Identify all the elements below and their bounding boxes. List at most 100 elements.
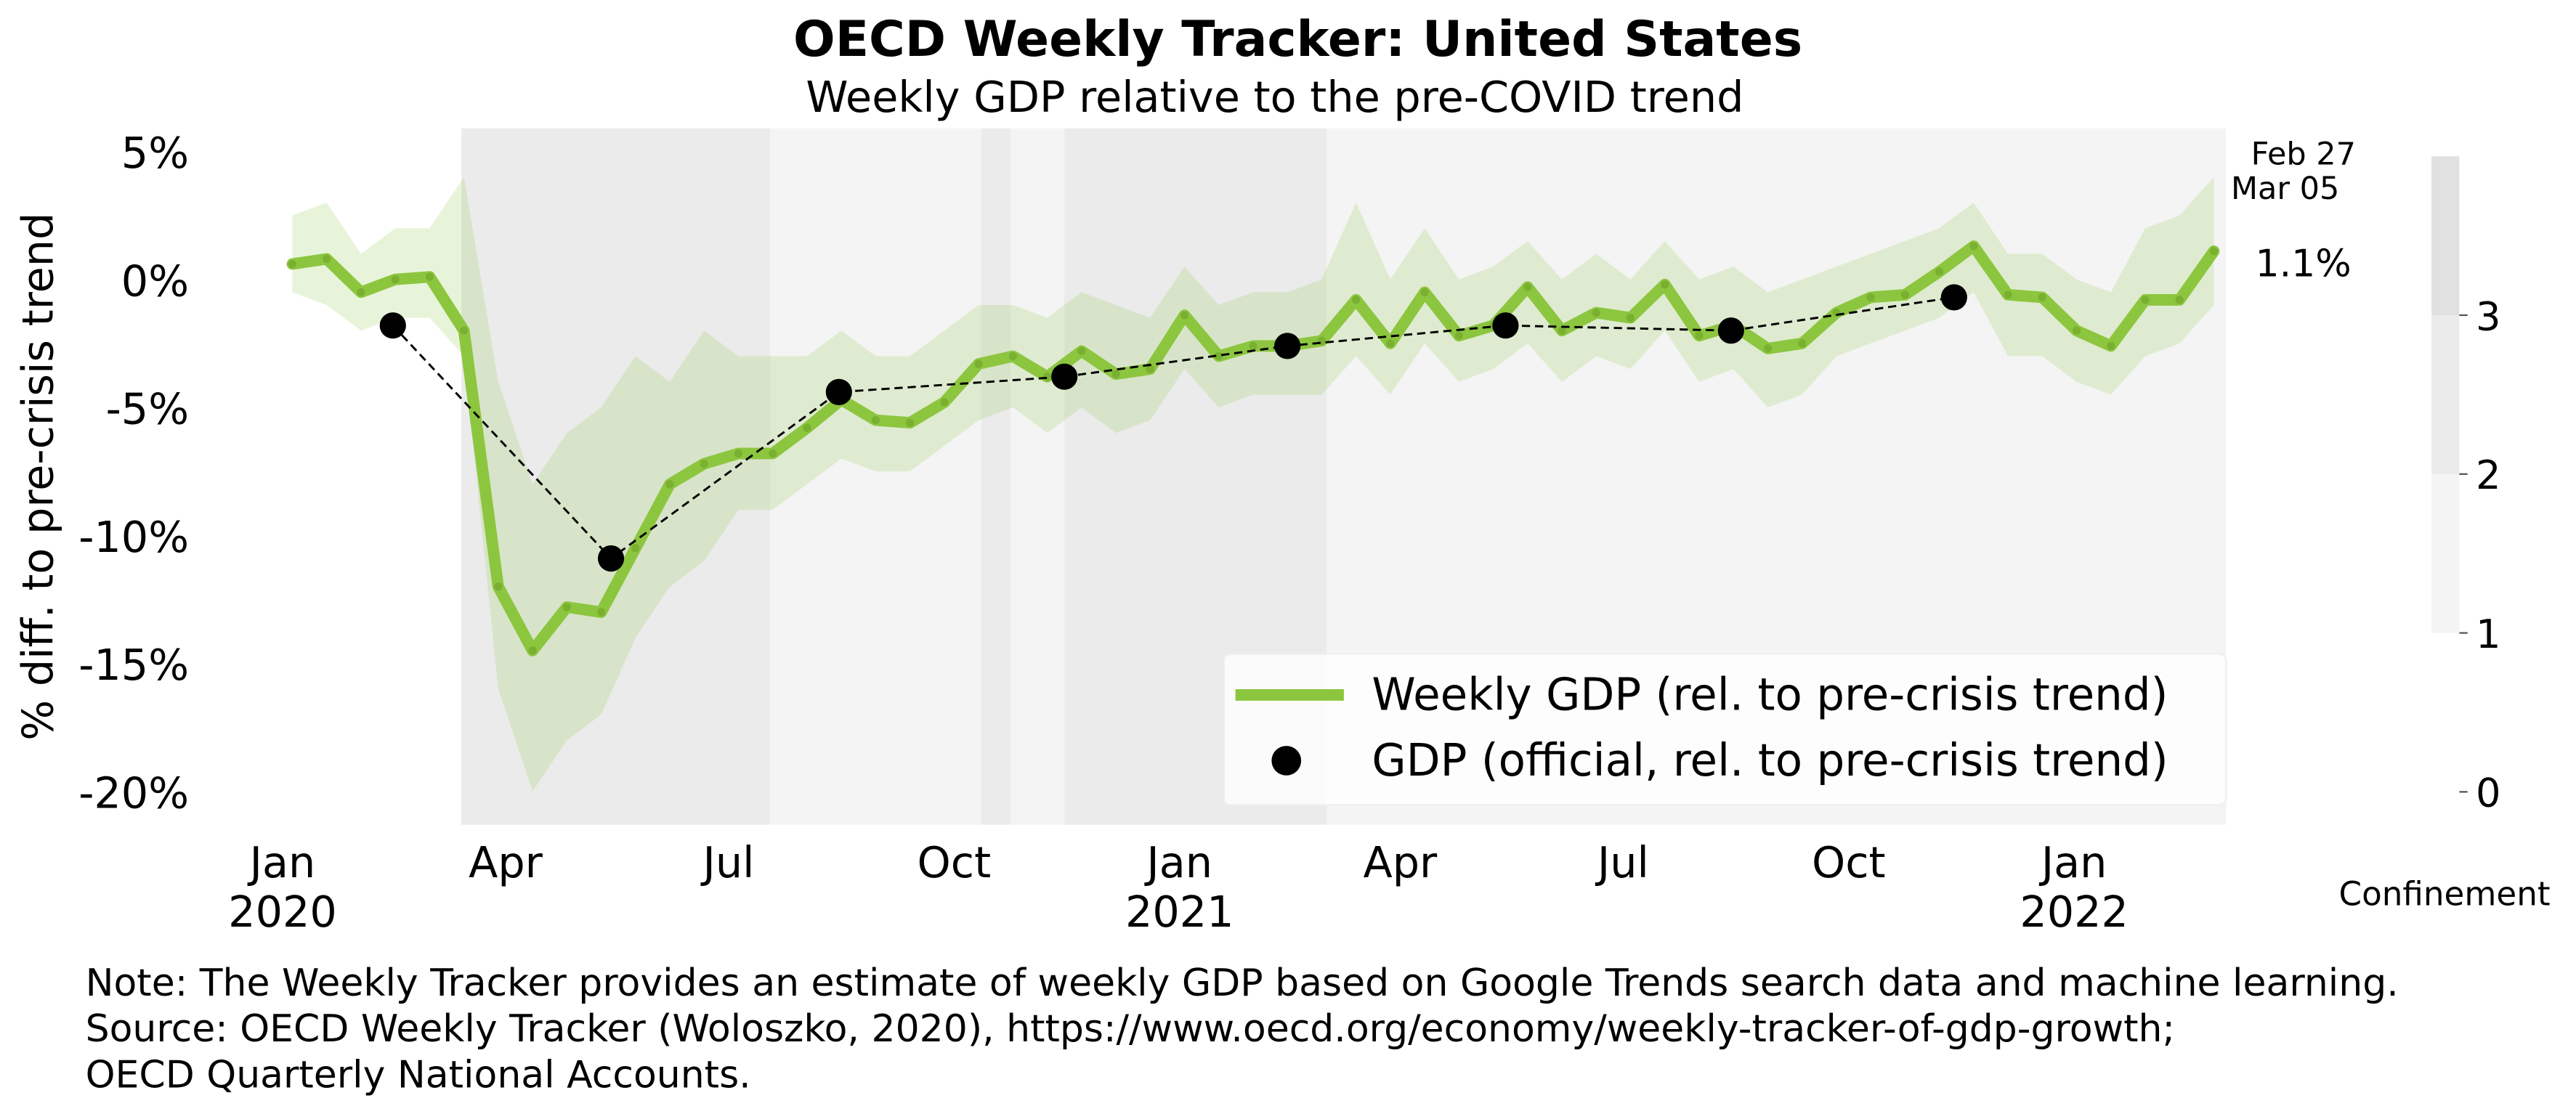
weekly-point — [494, 582, 503, 591]
weekly-point — [391, 275, 400, 284]
weekly-point — [1420, 288, 1429, 297]
note: OECD Quarterly National Accounts. — [86, 1053, 751, 1097]
weekly-point — [562, 603, 571, 611]
official-point — [379, 312, 406, 339]
x-tick-label: Jan — [2038, 837, 2107, 887]
weekly-point — [459, 326, 469, 335]
weekly-point — [1180, 311, 1189, 320]
weekly-point — [974, 359, 983, 368]
weekly-point — [1523, 282, 1532, 291]
weekly-point — [631, 544, 640, 553]
y-tick-label: -20% — [78, 768, 189, 818]
weekly-point — [1763, 344, 1773, 353]
weekly-point — [1146, 365, 1154, 373]
weekly-point — [803, 423, 811, 432]
chart-subtitle: Weekly GDP relative to the pre-COVID tre… — [806, 72, 1743, 122]
colorbar-segment — [2431, 314, 2460, 474]
weekly-point — [905, 418, 915, 427]
x-tick-label: Jul — [1595, 837, 1649, 887]
weekly-point — [323, 254, 331, 264]
x-tick-label: Jan — [1143, 837, 1212, 887]
weekly-point — [1215, 351, 1223, 361]
weekly-point — [769, 449, 777, 458]
weekly-point — [528, 646, 537, 655]
x-tick-label: Jul — [700, 837, 755, 887]
weekly-point — [1077, 346, 1086, 356]
legend-box — [1223, 653, 2227, 806]
weekly-point — [1661, 280, 1669, 289]
weekly-point — [940, 398, 949, 407]
official-line — [392, 296, 1955, 560]
confinement-region — [981, 128, 1010, 825]
weekly-point — [1386, 339, 1395, 348]
weekly-point — [596, 608, 606, 617]
weekly-point — [1969, 242, 1978, 251]
y-tick-label: 5% — [121, 128, 189, 178]
y-tick-label: -5% — [106, 384, 189, 434]
date-label: Mar 05 — [2231, 171, 2339, 207]
weekly-point — [2141, 296, 2150, 304]
x-tick-label: Apr — [1364, 837, 1438, 887]
weekly-point — [1798, 339, 1807, 348]
weekly-point — [425, 272, 434, 281]
x-tick-label: Jan — [247, 837, 316, 887]
weekly-point — [1249, 341, 1257, 351]
weekly-point — [871, 415, 880, 425]
y-axis-label: % diff. to pre-crisis trend — [12, 213, 62, 741]
weekly-point — [2072, 326, 2081, 335]
colorbar-segment — [2431, 156, 2460, 315]
weekly-point — [2004, 290, 2012, 299]
weekly-point — [1558, 326, 1566, 335]
colorbar-tick-label: 3 — [2476, 293, 2501, 339]
weekly-point — [1626, 313, 1635, 322]
confinement-region — [1010, 128, 1065, 825]
x-tick-label: Oct — [918, 837, 992, 887]
x-tick-label: Oct — [1812, 837, 1886, 887]
y-tick-label: -10% — [78, 512, 189, 562]
weekly-point — [2038, 293, 2046, 302]
colorbar-tick-label: 2 — [2476, 452, 2501, 498]
official-point — [1492, 312, 1519, 339]
y-tick-label: 0% — [121, 256, 189, 306]
confinement-region — [770, 128, 981, 825]
chart-title: OECD Weekly Tracker: United States — [793, 10, 1802, 68]
weekly-point — [1351, 296, 1361, 304]
date-label: Feb 27 — [2251, 137, 2356, 173]
weekly-point — [1866, 293, 1875, 302]
weekly-point — [1592, 308, 1600, 317]
weekly-point — [288, 259, 297, 269]
colorbar-segment — [2431, 473, 2460, 633]
legend-label: Weekly GDP (rel. to pre-crisis trend) — [1372, 669, 2168, 720]
last-value-label: 1.1% — [2256, 242, 2352, 285]
colorbar-tick-label: 1 — [2476, 611, 2501, 657]
weekly-point — [1900, 290, 1910, 299]
official-point — [825, 378, 852, 405]
legend: Weekly GDP (rel. to pre-crisis trend) GDP… — [1223, 653, 2227, 806]
plot-area — [286, 128, 2227, 825]
x-tick-label: Apr — [469, 837, 543, 887]
weekly-point — [2107, 341, 2115, 351]
weekly-point — [734, 449, 743, 458]
weekly-point — [2175, 296, 2184, 304]
x-year-label: 2020 — [228, 887, 337, 937]
weekly-point — [1111, 370, 1120, 378]
weekly-point — [2209, 247, 2219, 256]
official-point — [1940, 284, 1967, 311]
legend-marker — [1271, 746, 1302, 776]
colorbar-label: Confinement — [2339, 874, 2551, 913]
confinement-region — [461, 128, 771, 825]
weekly-point — [1042, 373, 1052, 381]
weekly-point — [665, 480, 674, 489]
colorbar-tick-label: 0 — [2476, 771, 2501, 816]
note: Source: OECD Weekly Tracker (Woloszko, 2… — [86, 1007, 2175, 1051]
x-year-label: 2022 — [2020, 887, 2129, 937]
weekly-point — [1454, 331, 1463, 340]
weekly-point — [1008, 351, 1017, 361]
official-point — [1717, 317, 1744, 344]
weekly-point — [357, 288, 365, 297]
x-year-label: 2021 — [1125, 887, 1234, 937]
legend-label: GDP (official, rel. to pre-crisis trend) — [1372, 735, 2168, 786]
weekly-point — [700, 459, 708, 468]
